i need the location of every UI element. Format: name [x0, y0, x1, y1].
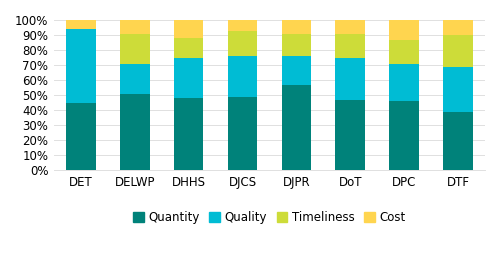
Bar — [228, 20, 258, 31]
Bar — [228, 31, 258, 56]
Bar — [336, 100, 365, 170]
Bar — [228, 56, 258, 96]
Bar — [120, 20, 150, 34]
Bar — [282, 20, 311, 34]
Bar — [282, 85, 311, 170]
Bar — [120, 34, 150, 63]
Bar — [174, 20, 204, 38]
Legend: Quantity, Quality, Timeliness, Cost: Quantity, Quality, Timeliness, Cost — [131, 209, 408, 227]
Bar — [336, 34, 365, 58]
Bar — [443, 66, 473, 111]
Bar — [120, 63, 150, 93]
Bar — [443, 111, 473, 170]
Bar — [336, 58, 365, 100]
Bar — [66, 29, 96, 103]
Bar — [66, 103, 96, 170]
Bar — [228, 96, 258, 170]
Bar — [390, 101, 419, 170]
Bar — [390, 63, 419, 101]
Bar — [443, 35, 473, 66]
Bar — [443, 20, 473, 35]
Bar — [66, 20, 96, 29]
Bar — [390, 20, 419, 39]
Bar — [174, 38, 204, 58]
Bar — [174, 58, 204, 98]
Bar — [282, 56, 311, 85]
Bar — [174, 98, 204, 170]
Bar — [120, 93, 150, 170]
Bar — [336, 20, 365, 34]
Bar — [282, 34, 311, 56]
Bar — [390, 39, 419, 63]
